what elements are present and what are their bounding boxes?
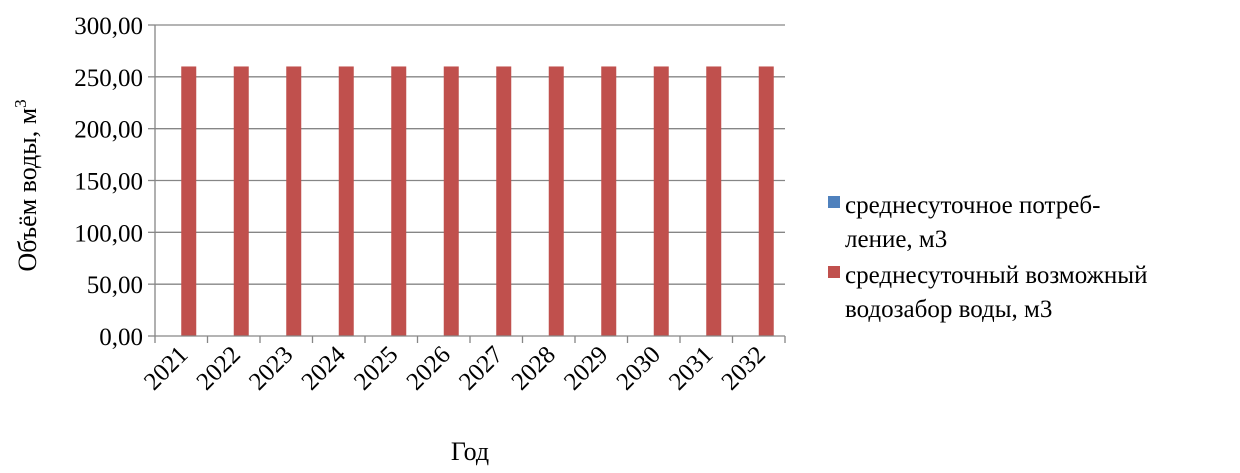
legend-label: среднесуточный возможный	[845, 262, 1147, 289]
bar-intake	[286, 66, 302, 336]
bar-intake	[181, 66, 197, 336]
y-tick-label: 300,00	[74, 13, 143, 40]
bar-intake	[233, 66, 249, 336]
bar-intake	[548, 66, 564, 336]
y-axis-title-sup: 3	[11, 99, 30, 108]
y-axis-title-text: Объём воды, м	[13, 108, 42, 272]
y-axis-title: Объём воды, м3	[11, 99, 42, 271]
gridlines	[155, 24, 785, 285]
y-tick-label: 50,00	[87, 272, 143, 299]
bar-intake	[496, 66, 512, 336]
y-tick-label: 150,00	[74, 169, 143, 196]
legend-label: ление, м3	[845, 226, 947, 253]
bar-intake	[391, 66, 407, 336]
x-tick-label: 2028	[507, 341, 561, 395]
bar-intake	[758, 66, 774, 336]
x-tick-label: 2022	[192, 341, 246, 395]
bars	[181, 66, 774, 336]
x-tick-label: 2027	[454, 341, 508, 395]
x-tick-label: 2026	[402, 341, 456, 395]
x-tick-label: 2032	[717, 341, 771, 395]
x-tick-label: 2030	[612, 341, 666, 395]
x-axis-title: Год	[451, 437, 489, 466]
bar-intake	[601, 66, 617, 336]
legend-label: среднесуточное потреб-	[845, 192, 1100, 219]
legend-label: водозабор воды, м3	[845, 296, 1052, 323]
legend-swatch	[828, 266, 840, 278]
bar-intake	[338, 66, 354, 336]
y-tick-label: 0,00	[99, 324, 143, 351]
bar-intake	[443, 66, 459, 336]
legend: среднесуточное потреб-ление, м3 среднесут…	[828, 192, 1147, 323]
bar-intake	[706, 66, 722, 336]
x-tick-label: 2021	[139, 341, 193, 395]
axes	[148, 24, 786, 343]
y-tick-label: 200,00	[74, 117, 143, 144]
legend-swatch	[828, 196, 840, 208]
x-tick-label: 2024	[297, 341, 352, 396]
bar-intake	[653, 66, 669, 336]
y-tick-label: 100,00	[74, 220, 143, 247]
x-tick-label: 2023	[244, 341, 298, 395]
x-tick-label: 2025	[349, 341, 403, 395]
x-tick-label: 2031	[664, 341, 718, 395]
y-tick-label: 250,00	[74, 65, 143, 92]
x-tick-label: 2029	[559, 341, 613, 395]
